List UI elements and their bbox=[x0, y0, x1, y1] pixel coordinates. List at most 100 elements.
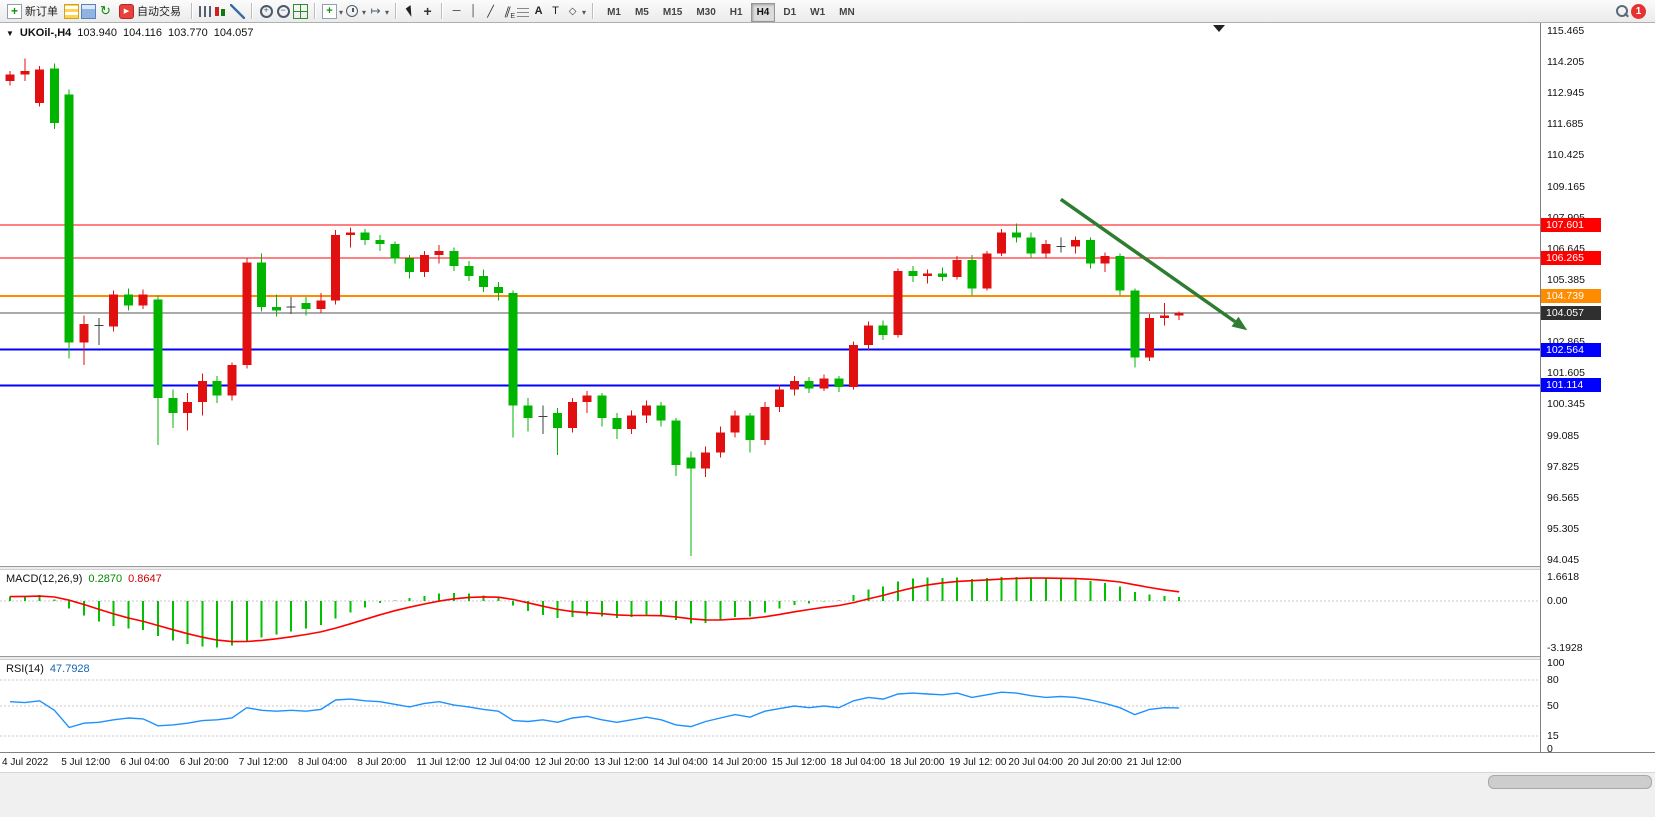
fibonacci-tool-icon[interactable] bbox=[517, 5, 530, 17]
trend-arrow[interactable] bbox=[1059, 197, 1237, 324]
symbol-menu-icon[interactable] bbox=[6, 27, 14, 39]
candle bbox=[923, 273, 933, 276]
candle bbox=[908, 270, 918, 276]
candle bbox=[878, 325, 888, 336]
zoom-in-icon[interactable] bbox=[259, 4, 274, 19]
time-axis[interactable]: 4 Jul 2022 5 Jul 12:00 6 Jul 04:00 6 Jul 20… bbox=[0, 752, 1655, 772]
timeframe-group: M1 M5 M15 M30 H1 H4 D1 W1 MN bbox=[600, 2, 862, 22]
data-window-icon[interactable] bbox=[81, 3, 96, 19]
autotrading-icon bbox=[119, 3, 134, 19]
rsi-axis-label: 100 bbox=[1547, 657, 1565, 669]
periods-clock-icon[interactable] bbox=[345, 4, 360, 19]
candle bbox=[1085, 240, 1095, 264]
candle bbox=[508, 293, 518, 406]
toolbar-separator bbox=[251, 3, 253, 19]
candle bbox=[20, 70, 30, 75]
timeframe-h1[interactable]: H1 bbox=[729, 7, 743, 18]
chevron-down-icon[interactable] bbox=[339, 2, 343, 20]
horizontal-scrollbar[interactable] bbox=[0, 772, 1655, 790]
timeframe-d1[interactable]: D1 bbox=[783, 7, 797, 18]
price-line-tag: 102.564 bbox=[1541, 342, 1601, 357]
bar-chart-icon[interactable] bbox=[199, 5, 211, 17]
price-axis[interactable]: 115.465 114.205 112.945 111.685 110.425 109.1… bbox=[1540, 23, 1655, 755]
candle bbox=[449, 251, 459, 267]
vertical-line-tool-icon[interactable] bbox=[466, 4, 481, 19]
pane-splitter[interactable] bbox=[0, 656, 1655, 660]
timeframe-m1[interactable]: M1 bbox=[607, 7, 621, 18]
shapes-tool-icon[interactable] bbox=[565, 4, 580, 19]
notification-badge[interactable]: 1 bbox=[1631, 3, 1646, 19]
chevron-down-icon[interactable] bbox=[385, 2, 389, 20]
market-watch-icon[interactable] bbox=[64, 3, 79, 19]
time-axis-label: 7 Jul 12:00 bbox=[238, 757, 288, 768]
candle bbox=[1100, 256, 1110, 264]
price-axis-label: 96.565 bbox=[1547, 491, 1580, 504]
candle bbox=[730, 415, 740, 433]
candle bbox=[982, 253, 992, 289]
candle bbox=[316, 300, 326, 310]
toolbar-separator bbox=[395, 3, 398, 19]
crosshair-icon[interactable] bbox=[420, 4, 435, 19]
trendline-tool-icon[interactable] bbox=[483, 4, 498, 19]
price-chart-pane[interactable] bbox=[0, 23, 1540, 566]
candle bbox=[582, 395, 592, 402]
timeframe-w1[interactable]: W1 bbox=[810, 7, 826, 18]
candle bbox=[819, 378, 829, 389]
rsi-axis-label: 15 bbox=[1547, 730, 1559, 743]
candle bbox=[479, 275, 489, 288]
line-chart-icon[interactable] bbox=[230, 3, 245, 19]
horizontal-line-tool-icon[interactable] bbox=[449, 4, 464, 19]
time-axis-label: 11 Jul 12:00 bbox=[416, 757, 471, 768]
candle bbox=[123, 294, 133, 306]
candle bbox=[701, 452, 711, 469]
candle bbox=[627, 415, 637, 430]
channel-tool-icon[interactable] bbox=[500, 4, 515, 20]
scrollbar-thumb[interactable] bbox=[1488, 775, 1652, 789]
timeframe-m5[interactable]: M5 bbox=[634, 7, 649, 18]
tile-windows-icon[interactable] bbox=[293, 3, 308, 19]
candle bbox=[464, 266, 474, 276]
chevron-down-icon[interactable] bbox=[582, 2, 586, 20]
chart-header: UKOil-,H4 103.940 104.116 103.770 104.05… bbox=[6, 27, 254, 39]
zoom-out-icon[interactable] bbox=[276, 4, 291, 19]
time-axis-label: 18 Jul 04:00 bbox=[830, 757, 886, 768]
navigator-icon[interactable] bbox=[98, 4, 113, 19]
rsi-axis-label: 50 bbox=[1547, 700, 1559, 712]
price-axis-label: 105.385 bbox=[1547, 273, 1585, 286]
rsi-axis-label: 80 bbox=[1547, 674, 1559, 687]
chevron-down-icon[interactable] bbox=[362, 2, 366, 20]
macd-axis-label: -3.1928 bbox=[1547, 641, 1583, 654]
candle bbox=[345, 232, 355, 236]
macd-pane[interactable] bbox=[0, 570, 1540, 656]
price-line-tag: 104.739 bbox=[1541, 288, 1601, 303]
text-tool-icon[interactable] bbox=[531, 4, 546, 19]
price-axis-label: 101.605 bbox=[1547, 367, 1585, 380]
chart-shift-marker[interactable] bbox=[1213, 25, 1225, 32]
time-axis-label: 14 Jul 04:00 bbox=[653, 757, 708, 768]
candle bbox=[1026, 237, 1036, 254]
timeframe-h4[interactable]: H4 bbox=[750, 3, 776, 22]
timeframe-mn[interactable]: MN bbox=[839, 7, 855, 18]
text-label-tool-icon[interactable] bbox=[548, 4, 563, 19]
candle bbox=[597, 395, 607, 418]
candlestick-chart-icon[interactable] bbox=[213, 3, 228, 19]
indicators-icon[interactable] bbox=[322, 3, 337, 19]
rsi-pane[interactable] bbox=[0, 660, 1540, 752]
candle bbox=[1130, 290, 1140, 358]
candle bbox=[937, 273, 947, 278]
new-order-button[interactable]: 新订单 bbox=[3, 2, 62, 21]
autotrading-button[interactable]: 自动交易 bbox=[115, 2, 185, 21]
pane-splitter[interactable] bbox=[0, 566, 1655, 570]
price-line-tag: 107.601 bbox=[1541, 218, 1601, 233]
timeframe-m30[interactable]: M30 bbox=[696, 7, 716, 18]
chart-shift-icon[interactable] bbox=[368, 4, 383, 19]
timeframe-m15[interactable]: M15 bbox=[662, 7, 683, 18]
price-axis-label: 95.305 bbox=[1547, 522, 1580, 535]
candle bbox=[242, 262, 252, 365]
candle bbox=[523, 405, 533, 418]
search-icon[interactable] bbox=[1614, 4, 1629, 19]
cursor-icon[interactable] bbox=[403, 4, 418, 19]
time-axis-label: 6 Jul 04:00 bbox=[120, 757, 170, 768]
